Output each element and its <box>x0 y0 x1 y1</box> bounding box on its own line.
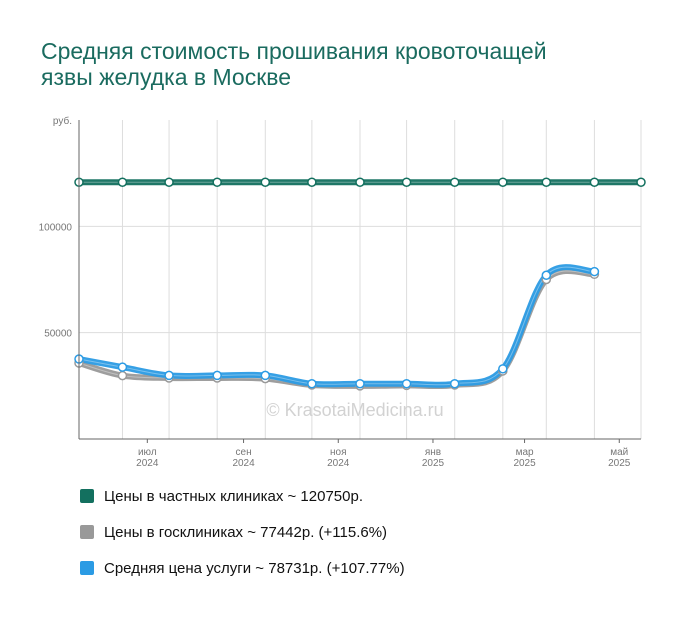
legend-item-private: Цены в частных клиниках ~ 120750р. <box>80 487 405 505</box>
x-tick-label-line: 2024 <box>232 458 255 469</box>
x-tick-label-line: янв <box>425 447 441 458</box>
data-point <box>212 370 222 381</box>
legend-swatch-public <box>80 525 94 539</box>
x-tick-label: мар 2025 <box>513 447 536 469</box>
x-tick-label-line: мар <box>516 447 534 458</box>
data-point <box>498 364 508 374</box>
legend-item-public: Цены в госклиниках ~ 77442р. (+115.6%) <box>80 523 405 541</box>
legend-label-private: Цены в частных клиниках ~ 120750р. <box>104 487 363 505</box>
legend-label-average: Средняя цена услуги ~ 78731р. (+107.77%) <box>104 559 405 577</box>
chart-title: Средняя стоимость прошивания кровоточаще… <box>41 38 641 90</box>
x-tick-label-line: сен <box>236 447 252 458</box>
data-point <box>498 177 508 187</box>
legend: Цены в частных клиниках ~ 120750р. Цены … <box>80 487 405 595</box>
legend-swatch-private <box>80 489 94 503</box>
data-point <box>260 370 271 381</box>
series-line <box>76 268 598 390</box>
series-1 <box>76 268 598 390</box>
data-point <box>401 177 412 187</box>
data-point <box>355 177 365 187</box>
watermark: © KrasotaiMedicina.ru <box>266 400 443 420</box>
grid <box>78 120 642 439</box>
data-point <box>307 378 317 389</box>
series-line <box>76 264 598 388</box>
legend-item-average: Средняя цена услуги ~ 78731р. (+107.77%) <box>80 559 405 577</box>
x-tick-label-line: 2025 <box>422 458 445 469</box>
x-tick-label-line: ноя <box>330 447 347 458</box>
data-point <box>164 370 174 381</box>
series-line-highlight <box>78 266 595 386</box>
data-point <box>164 177 174 187</box>
data-point <box>401 378 412 389</box>
x-tick-label-line: июл <box>138 447 157 458</box>
data-point <box>117 362 128 372</box>
x-tick-label-line: 2024 <box>327 458 350 469</box>
data-point <box>449 378 460 389</box>
data-point <box>355 378 365 389</box>
series-2 <box>76 264 598 388</box>
legend-label-public: Цены в госклиниках ~ 77442р. (+115.6%) <box>104 523 388 541</box>
series-lines <box>74 177 646 391</box>
x-tick-label-line: 2024 <box>136 458 159 469</box>
y-tick-label: 100000 <box>39 222 73 233</box>
x-tick-label-line: май <box>610 447 628 458</box>
x-tick-label-line: 2025 <box>513 458 536 469</box>
data-point <box>307 177 317 187</box>
data-point <box>260 177 271 187</box>
x-tick-label: янв 2025 <box>422 447 445 469</box>
data-point <box>117 370 128 381</box>
data-point <box>212 177 222 187</box>
data-point <box>449 177 460 187</box>
chart-title-line-2: язвы желудка в Москве <box>41 64 292 90</box>
x-tick-label-line: 2025 <box>608 458 631 469</box>
chart-title-line-1: Средняя стоимость прошивания кровоточаще… <box>41 38 547 64</box>
x-tick-label: июл 2024 <box>136 447 159 469</box>
y-axis-unit-label: руб. <box>53 115 72 127</box>
legend-swatch-average <box>80 561 94 575</box>
x-tick-label: май 2025 <box>608 447 631 469</box>
x-tick-label: ноя 2024 <box>327 447 350 469</box>
data-point <box>636 177 646 187</box>
y-tick-label: 50000 <box>44 329 72 340</box>
x-tick-label: сен 2024 <box>232 447 255 469</box>
data-point <box>589 266 600 277</box>
data-point <box>589 177 600 187</box>
series-line-highlight <box>78 270 595 387</box>
data-point <box>117 177 128 187</box>
data-point <box>541 270 552 280</box>
data-point <box>541 177 552 187</box>
